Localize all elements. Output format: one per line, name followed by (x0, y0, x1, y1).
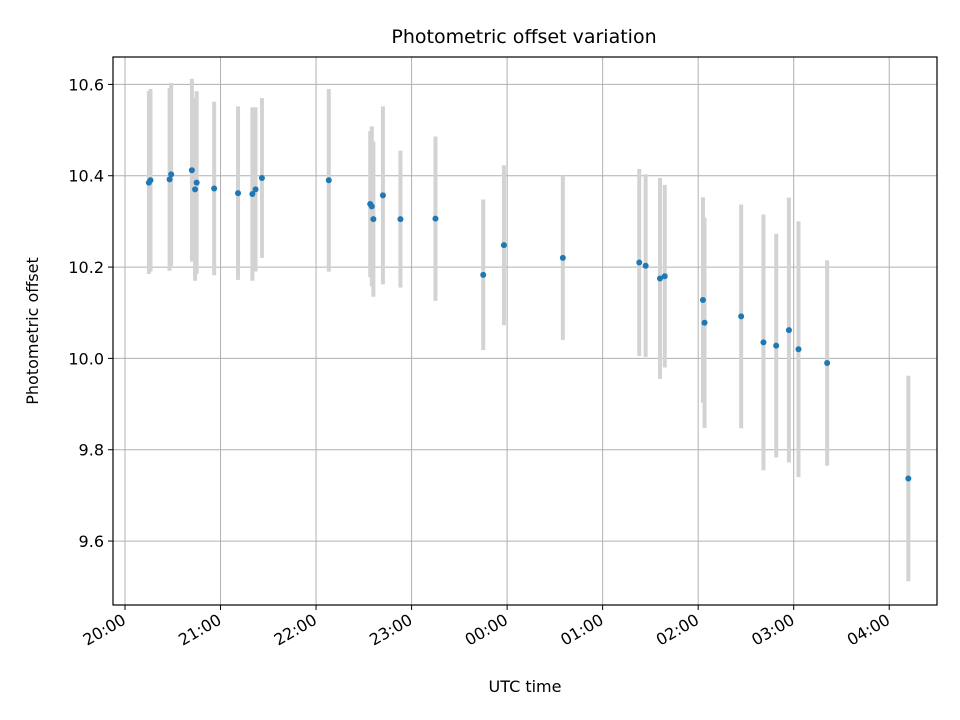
x-tick-label: 21:00 (175, 610, 224, 650)
data-point (370, 216, 377, 223)
y-axis-label: Photometric offset (23, 257, 42, 405)
data-points (145, 167, 912, 482)
data-point (656, 275, 663, 282)
data-point (211, 185, 218, 192)
chart-title: Photometric offset variation (391, 26, 656, 48)
data-point (824, 359, 831, 366)
error-bars (146, 78, 911, 582)
data-point (500, 242, 507, 249)
y-tick-label: 10.6 (68, 75, 104, 94)
x-tick-label: 20:00 (80, 610, 129, 650)
data-point (642, 262, 649, 269)
data-point (249, 191, 256, 197)
data-point (636, 259, 643, 266)
x-axis-label: UTC time (489, 677, 562, 696)
data-point (252, 186, 259, 193)
x-tick-label: 23:00 (366, 610, 415, 650)
x-tick-label: 01:00 (557, 610, 606, 650)
data-point (905, 475, 912, 482)
y-tick-label: 10.2 (68, 258, 104, 277)
data-point (480, 271, 487, 278)
y-axis-ticks: 9.6 9.8 10.0 10.2 10.4 10.6 (68, 75, 113, 551)
x-tick-label: 04:00 (844, 610, 893, 650)
x-axis-ticks: 20:00 21:00 22:00 23:00 00:00 01:00 02:00 03:00… (80, 605, 893, 650)
data-point (432, 215, 439, 222)
x-tick-label: 00:00 (462, 610, 511, 650)
data-point (368, 203, 375, 210)
x-tick-label: 22:00 (271, 610, 320, 650)
y-tick-label: 9.8 (79, 441, 104, 460)
data-point (661, 273, 668, 280)
data-point (166, 176, 173, 183)
x-tick-label: 02:00 (653, 610, 702, 650)
data-point (147, 177, 154, 184)
data-point (795, 346, 802, 353)
data-point (773, 342, 780, 349)
data-point (397, 216, 404, 223)
data-point (701, 319, 708, 326)
data-point (785, 327, 792, 334)
data-point (325, 177, 332, 184)
data-point (192, 186, 199, 193)
data-point (235, 190, 242, 197)
data-point (738, 313, 745, 320)
data-point (559, 254, 566, 261)
y-tick-label: 9.6 (79, 532, 104, 551)
data-point (699, 296, 706, 303)
data-point (168, 171, 175, 178)
y-tick-label: 10.4 (68, 167, 104, 186)
y-tick-label: 10.0 (68, 349, 104, 368)
data-point (188, 167, 195, 174)
data-point (258, 175, 265, 182)
x-tick-label: 03:00 (748, 610, 797, 650)
plot-frame (112, 56, 938, 606)
data-point (193, 179, 200, 186)
data-point (379, 192, 386, 199)
data-point (760, 339, 767, 346)
